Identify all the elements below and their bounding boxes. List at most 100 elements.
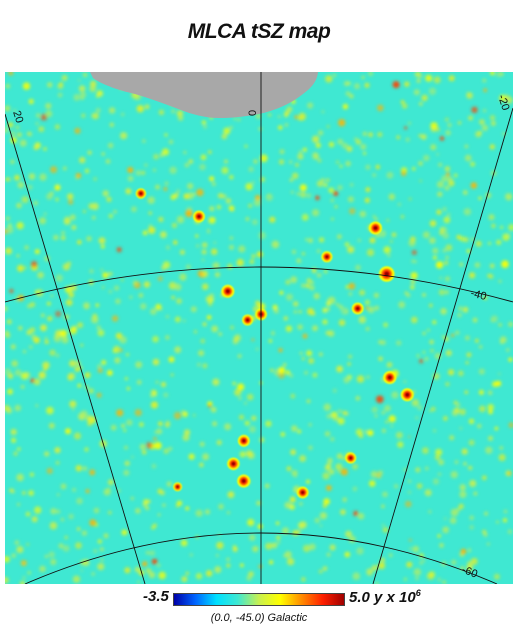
- noise-blob: [477, 423, 482, 429]
- noise-blob: [119, 348, 123, 352]
- lon-label-0: 0: [247, 110, 259, 116]
- noise-blob: [506, 348, 510, 352]
- noise-blob: [121, 424, 125, 428]
- noise-blob: [171, 295, 175, 300]
- noise-blob: [472, 317, 478, 323]
- noise-blob: [317, 130, 324, 136]
- noise-blob: [5, 83, 11, 89]
- noise-blob: [29, 345, 33, 349]
- noise-blob: [237, 383, 245, 391]
- noise-blob: [430, 144, 437, 151]
- noise-blob: [424, 356, 429, 361]
- noise-blob: [327, 458, 333, 464]
- noise-blob: [28, 98, 34, 105]
- noise-blob: [455, 402, 461, 408]
- noise-blob: [47, 315, 53, 322]
- noise-blob: [229, 175, 234, 180]
- noise-blob: [214, 566, 222, 574]
- noise-blob: [100, 547, 104, 552]
- noise-blob: [312, 372, 318, 378]
- noise-blob: [100, 558, 104, 562]
- cluster-5: [321, 251, 333, 263]
- noise-blob: [11, 438, 16, 443]
- noise-blob: [5, 229, 8, 235]
- cluster-ring: [245, 318, 250, 322]
- noise-blob: [451, 559, 457, 565]
- noise-blob: [294, 115, 298, 119]
- noise-blob: [150, 308, 157, 315]
- noise-blob: [265, 420, 272, 427]
- cluster-0: [135, 188, 147, 199]
- noise-blob: [152, 335, 159, 343]
- noise-blob: [468, 549, 471, 553]
- noise-blob: [61, 336, 69, 344]
- noise-blob: [290, 393, 296, 399]
- noise-blob: [127, 175, 134, 182]
- noise-blob: [216, 541, 224, 550]
- noise-blob: [150, 401, 158, 409]
- noise-blob: [328, 469, 335, 475]
- noise-blob: [416, 483, 423, 489]
- noise-blob: [131, 206, 137, 213]
- noise-blob: [61, 231, 65, 235]
- noise-blob: [285, 370, 291, 375]
- noise-blob: [407, 479, 412, 483]
- noise-blob: [377, 131, 383, 138]
- noise-blob: [50, 558, 57, 566]
- noise-blob: [49, 349, 56, 356]
- noise-blob: [278, 125, 283, 130]
- noise-blob: [498, 323, 502, 327]
- noise-blob: [336, 453, 343, 460]
- noise-blob: [304, 370, 308, 375]
- projection-center-label: (0.0, -45.0) Galactic: [210, 612, 308, 624]
- noise-blob: [301, 577, 306, 582]
- noise-blob: [447, 123, 452, 128]
- noise-blob: [268, 339, 273, 343]
- graticule: [5, 72, 513, 584]
- lat-label-minus-60: -60: [460, 564, 479, 581]
- noise-blob: [308, 357, 315, 364]
- noise-blob: [365, 306, 369, 310]
- noise-blob: [388, 553, 393, 558]
- noise-blob: [135, 508, 141, 514]
- noise-blob: [394, 484, 399, 489]
- noise-blob: [312, 135, 320, 143]
- noise-blob: [483, 532, 488, 537]
- noise-blob: [163, 392, 169, 398]
- noise-blob: [411, 316, 418, 324]
- cluster-15: [345, 452, 357, 464]
- noise-blob: [404, 81, 410, 87]
- noise-blob: [336, 160, 340, 164]
- noise-blob: [55, 310, 62, 317]
- noise-blob: [479, 119, 485, 125]
- noise-blob: [459, 262, 464, 267]
- noise-blob: [318, 352, 323, 357]
- noise-blob: [459, 484, 466, 491]
- noise-blob: [17, 181, 25, 189]
- noise-blob: [164, 422, 170, 428]
- noise-blob: [317, 158, 322, 163]
- noise-blob: [328, 141, 335, 148]
- colorbar-min-label: -3.5: [143, 588, 169, 605]
- noise-blob: [495, 380, 502, 387]
- noise-blob: [148, 571, 156, 579]
- colorbar: [173, 593, 345, 606]
- noise-blob: [457, 121, 462, 125]
- noise-blob: [223, 127, 231, 135]
- noise-blob: [376, 395, 384, 404]
- noise-blob: [438, 289, 445, 296]
- noise-blob: [108, 510, 112, 515]
- noise-blob: [101, 244, 105, 249]
- noise-blob: [69, 214, 76, 221]
- noise-blob: [488, 435, 493, 441]
- noise-blob: [378, 562, 385, 570]
- noise-blob: [461, 566, 464, 569]
- noise-blob: [176, 189, 181, 194]
- noise-blob: [468, 465, 473, 470]
- noise-blob: [355, 264, 361, 271]
- noise-blob: [33, 200, 38, 206]
- noise-blob: [429, 409, 432, 413]
- noise-blob: [405, 137, 410, 142]
- noise-blob: [258, 564, 262, 569]
- noise-blob: [305, 238, 308, 241]
